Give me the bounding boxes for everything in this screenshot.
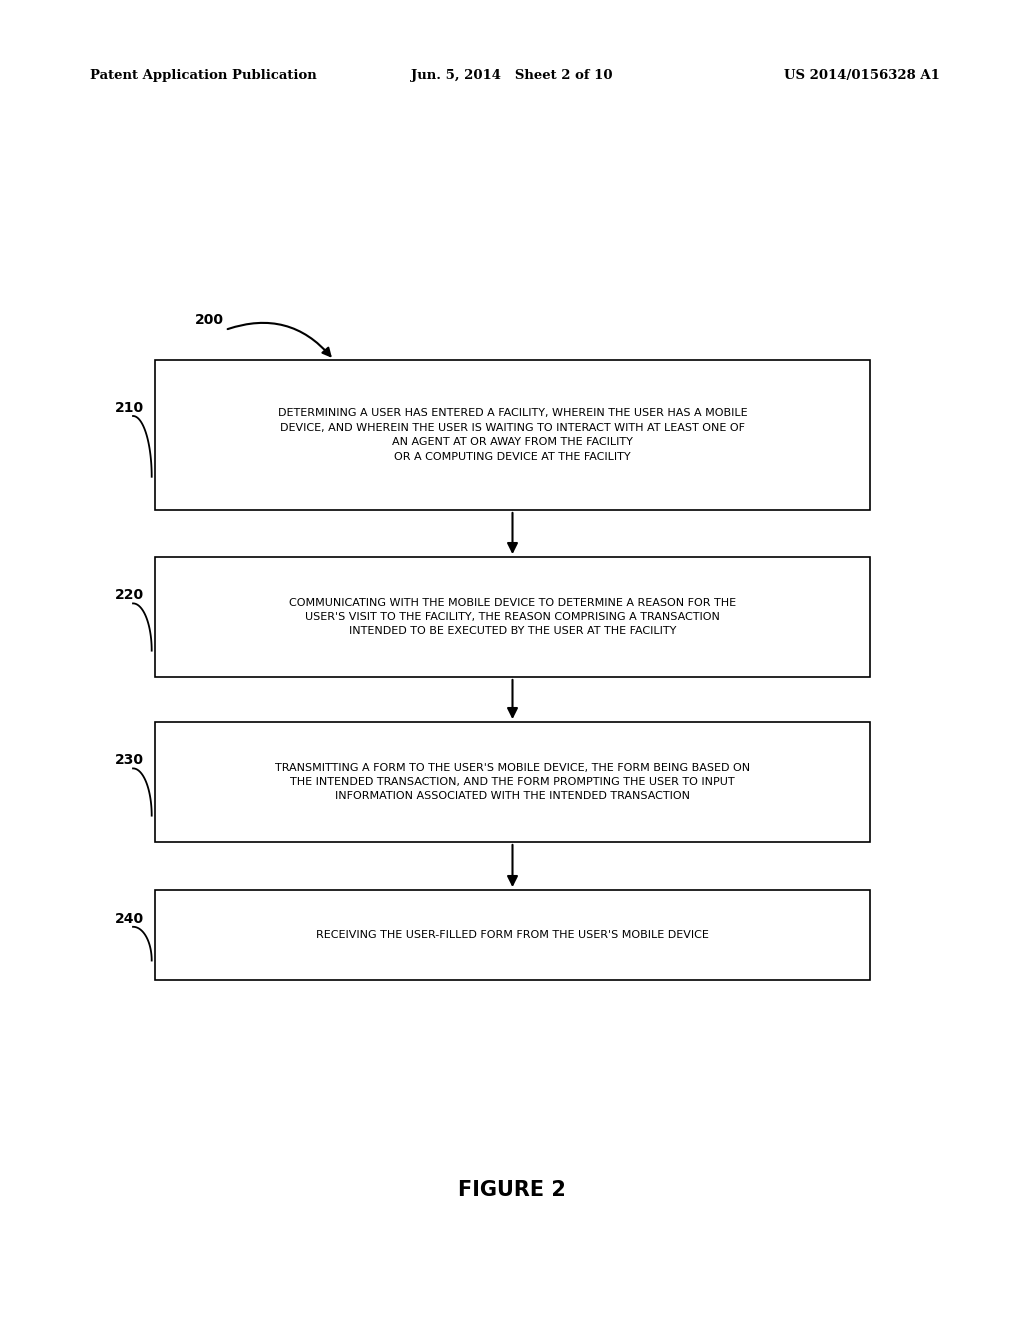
Text: 230: 230 — [115, 754, 144, 767]
Text: 200: 200 — [195, 313, 224, 327]
Text: 220: 220 — [115, 589, 144, 602]
Bar — [155, 557, 870, 677]
Text: 210: 210 — [115, 401, 144, 414]
Text: Patent Application Publication: Patent Application Publication — [90, 69, 316, 82]
Text: DETERMINING A USER HAS ENTERED A FACILITY, WHEREIN THE USER HAS A MOBILE
DEVICE,: DETERMINING A USER HAS ENTERED A FACILIT… — [278, 408, 748, 462]
Text: FIGURE 2: FIGURE 2 — [458, 1180, 566, 1200]
Text: Jun. 5, 2014   Sheet 2 of 10: Jun. 5, 2014 Sheet 2 of 10 — [412, 69, 612, 82]
Text: TRANSMITTING A FORM TO THE USER'S MOBILE DEVICE, THE FORM BEING BASED ON
THE INT: TRANSMITTING A FORM TO THE USER'S MOBILE… — [274, 763, 750, 801]
Text: US 2014/0156328 A1: US 2014/0156328 A1 — [784, 69, 940, 82]
Text: COMMUNICATING WITH THE MOBILE DEVICE TO DETERMINE A REASON FOR THE
USER'S VISIT : COMMUNICATING WITH THE MOBILE DEVICE TO … — [289, 598, 736, 636]
Text: 240: 240 — [115, 912, 144, 925]
Text: RECEIVING THE USER-FILLED FORM FROM THE USER'S MOBILE DEVICE: RECEIVING THE USER-FILLED FORM FROM THE … — [316, 931, 709, 940]
Bar — [155, 360, 870, 510]
Bar — [155, 722, 870, 842]
Bar — [155, 890, 870, 979]
